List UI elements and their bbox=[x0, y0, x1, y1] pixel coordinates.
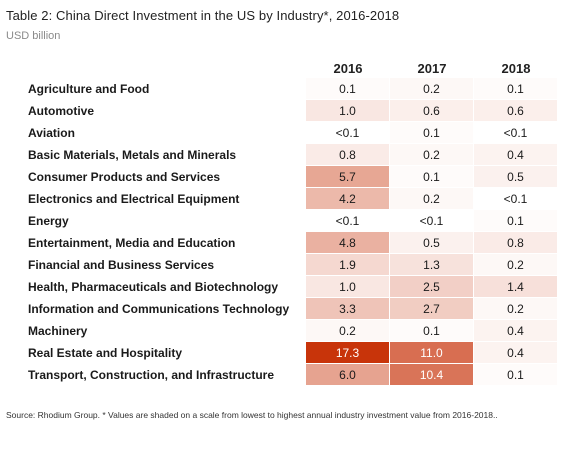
row-label: Electronics and Electrical Equipment bbox=[28, 192, 240, 206]
value-cell: 2.7 bbox=[390, 298, 474, 320]
source-note: Source: Rhodium Group. * Values are shad… bbox=[6, 410, 498, 420]
table-row: Basic Materials, Metals and Minerals 0.8 0… bbox=[28, 144, 558, 166]
table-row: Machinery 0.2 0.1 0.4 bbox=[28, 320, 558, 342]
value-cell: 0.4 bbox=[474, 342, 558, 364]
value-cell: 0.5 bbox=[474, 166, 558, 188]
value-cell: 6.0 bbox=[306, 364, 390, 386]
header-industry bbox=[28, 58, 306, 78]
value-cell: 0.4 bbox=[474, 320, 558, 342]
table-row: Consumer Products and Services 5.7 0.1 0.5 bbox=[28, 166, 558, 188]
table-row: Transport, Construction, and Infrastruct… bbox=[28, 364, 558, 386]
value-cell: 0.1 bbox=[474, 78, 558, 100]
value-cell: 3.3 bbox=[306, 298, 390, 320]
table-title: Table 2: China Direct Investment in the … bbox=[6, 8, 400, 23]
value-cell: 1.4 bbox=[474, 276, 558, 298]
header-row: 2016 2017 2018 bbox=[28, 58, 558, 78]
value-cell: 0.2 bbox=[390, 188, 474, 210]
value-cell: 0.5 bbox=[390, 232, 474, 254]
value-cell: 0.1 bbox=[306, 78, 390, 100]
value-cell: 4.2 bbox=[306, 188, 390, 210]
row-label: Basic Materials, Metals and Minerals bbox=[28, 148, 237, 162]
value-cell: 11.0 bbox=[390, 342, 474, 364]
row-label: Real Estate and Hospitality bbox=[28, 346, 183, 360]
row-label: Agriculture and Food bbox=[28, 82, 150, 96]
row-label: Financial and Business Services bbox=[28, 258, 215, 272]
value-cell: <0.1 bbox=[306, 122, 390, 144]
value-cell: 0.1 bbox=[390, 166, 474, 188]
value-cell: 1.3 bbox=[390, 254, 474, 276]
value-cell: 2.5 bbox=[390, 276, 474, 298]
value-cell: 1.0 bbox=[306, 100, 390, 122]
table-row: Entertainment, Media and Education 4.8 0.5… bbox=[28, 232, 558, 254]
row-label: Information and Communications Technolog… bbox=[28, 302, 290, 316]
value-cell: <0.1 bbox=[474, 122, 558, 144]
value-cell: 1.0 bbox=[306, 276, 390, 298]
table-subtitle: USD billion bbox=[6, 30, 61, 42]
value-cell: 0.1 bbox=[390, 320, 474, 342]
value-cell: 4.8 bbox=[306, 232, 390, 254]
value-cell: 0.6 bbox=[390, 100, 474, 122]
header-year: 2017 bbox=[417, 60, 447, 76]
table-row: Real Estate and Hospitality 17.3 11.0 0.4 bbox=[28, 342, 558, 364]
value-cell: <0.1 bbox=[474, 188, 558, 210]
value-cell: 0.1 bbox=[390, 122, 474, 144]
table-row: Automotive 1.0 0.6 0.6 bbox=[28, 100, 558, 122]
value-cell: 17.3 bbox=[306, 342, 390, 364]
table-row: Energy <0.1 <0.1 0.1 bbox=[28, 210, 558, 232]
value-cell: 5.7 bbox=[306, 166, 390, 188]
row-label: Aviation bbox=[28, 126, 75, 140]
table-row: Information and Communications Technolog… bbox=[28, 298, 558, 320]
value-cell: 0.2 bbox=[474, 254, 558, 276]
table-row: Financial and Business Services 1.9 1.3 0.2 bbox=[28, 254, 558, 276]
row-label: Health, Pharmaceuticals and Biotechnolog… bbox=[28, 280, 279, 294]
row-label: Machinery bbox=[28, 324, 88, 338]
value-cell: <0.1 bbox=[390, 210, 474, 232]
row-label: Energy bbox=[28, 214, 69, 228]
value-cell: 0.2 bbox=[390, 144, 474, 166]
value-cell: 0.8 bbox=[474, 232, 558, 254]
value-cell: 1.9 bbox=[306, 254, 390, 276]
row-label: Transport, Construction, and Infrastruct… bbox=[28, 368, 275, 382]
header-year: 2018 bbox=[501, 60, 531, 76]
table-row: Health, Pharmaceuticals and Biotechnolog… bbox=[28, 276, 558, 298]
value-cell: 0.8 bbox=[306, 144, 390, 166]
value-cell: 10.4 bbox=[390, 364, 474, 386]
value-cell: <0.1 bbox=[306, 210, 390, 232]
value-cell: 0.4 bbox=[474, 144, 558, 166]
value-cell: 0.6 bbox=[474, 100, 558, 122]
value-cell: 0.2 bbox=[390, 78, 474, 100]
row-label: Automotive bbox=[28, 104, 94, 118]
value-cell: 0.2 bbox=[306, 320, 390, 342]
investment-table: 2016 2017 2018 Agriculture and Food 0.1 0.… bbox=[28, 58, 558, 386]
row-label: Entertainment, Media and Education bbox=[28, 236, 236, 250]
row-label: Consumer Products and Services bbox=[28, 170, 221, 184]
table-row: Aviation <0.1 0.1 <0.1 bbox=[28, 122, 558, 144]
table-row: Electronics and Electrical Equipment 4.2 0… bbox=[28, 188, 558, 210]
header-year: 2016 bbox=[333, 60, 363, 76]
value-cell: 0.1 bbox=[474, 210, 558, 232]
value-cell: 0.2 bbox=[474, 298, 558, 320]
value-cell: 0.1 bbox=[474, 364, 558, 386]
table-row: Agriculture and Food 0.1 0.2 0.1 bbox=[28, 78, 558, 100]
